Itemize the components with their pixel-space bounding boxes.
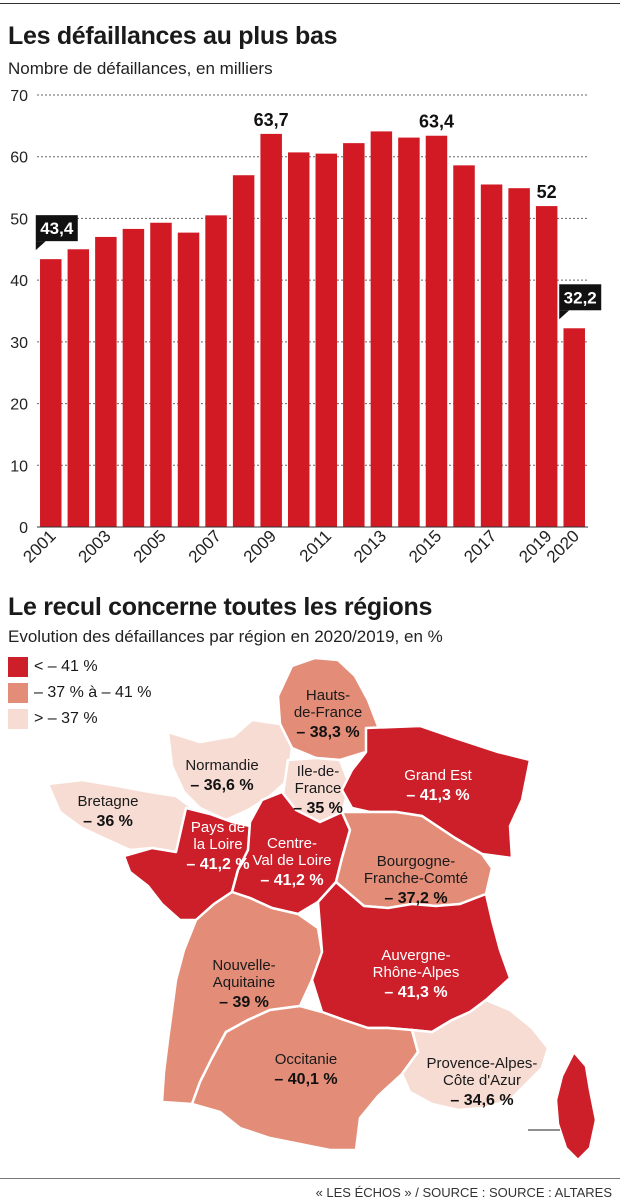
callout-box xyxy=(559,284,602,311)
y-tick-label: 50 xyxy=(10,211,28,228)
bar-chart-subtitle: Nombre de défaillances, en milliers xyxy=(8,59,273,78)
region-name-label: de-France xyxy=(294,704,362,721)
region-normandie xyxy=(166,718,294,822)
bar-2003 xyxy=(95,236,117,527)
region-name-label: Auvergne- xyxy=(381,947,450,964)
y-tick-label: 70 xyxy=(10,88,28,105)
region-value-label: – 39 % xyxy=(219,994,269,1011)
bar-2014 xyxy=(398,137,420,527)
region-value-label: – 41,3 % xyxy=(406,787,469,804)
top-rule xyxy=(0,3,620,4)
y-tick-label: 40 xyxy=(10,273,28,290)
region-provence-alpes-cote-d-azur xyxy=(400,998,550,1112)
region-name-label: Pays de xyxy=(191,819,245,836)
region-name-label: Val de Loire xyxy=(253,852,332,869)
france-region-map: Hauts-de-France – 38,3 % Normandie – 36,6 %… xyxy=(46,656,598,1162)
bar-value-label: 63,4 xyxy=(419,112,454,132)
legend-label: > – 37 % xyxy=(34,710,98,727)
bar-2005 xyxy=(150,222,172,527)
legend-item-high: < – 41 % xyxy=(8,654,151,680)
legend-label: – 37 % à – 41 % xyxy=(34,684,152,701)
bar-2015 xyxy=(425,135,448,527)
bar-2002 xyxy=(67,249,90,528)
bar-2012 xyxy=(343,143,365,527)
bar-2007 xyxy=(205,215,227,528)
region-value-label: – 41,3 % xyxy=(384,984,447,1001)
bar-value-label: 63,7 xyxy=(254,110,289,130)
region-name-label: Franche-Comté xyxy=(364,870,468,887)
region-name-label: Centre- xyxy=(267,835,317,852)
region-value-label: – 38,3 % xyxy=(296,724,359,741)
bar-2011 xyxy=(315,153,338,527)
y-tick-label: 10 xyxy=(10,458,28,475)
region-name-label: Provence-Alpes- xyxy=(427,1055,538,1072)
callout-pointer xyxy=(35,241,46,251)
region-corse xyxy=(554,1050,598,1162)
bar-2016 xyxy=(453,165,475,527)
region-name-label: Corse xyxy=(488,1117,528,1134)
region-name-label: Hauts- xyxy=(306,687,350,704)
region-value-label: – 36 % xyxy=(83,813,133,830)
callout-value-label: 43,4 xyxy=(40,219,74,238)
bar-2018 xyxy=(508,188,530,527)
legend-item-low: > – 37 % xyxy=(8,706,151,732)
callout-value-label: 32,2 xyxy=(564,288,597,307)
footer-rule: « LES ÉCHOS » / SOURCE : SOURCE : ALTARE… xyxy=(0,1178,620,1200)
map-title: Le recul concerne toutes les régions xyxy=(8,593,433,621)
region-value-label: – 34,6 % xyxy=(450,1092,513,1109)
source-credit: « LES ÉCHOS » / SOURCE : SOURCE : ALTARE… xyxy=(315,1185,612,1200)
region-value-label: – 41,2 % xyxy=(260,872,323,889)
bar-2013 xyxy=(370,131,393,527)
bar-value-label: 52 xyxy=(537,182,557,202)
y-tick-label: 30 xyxy=(10,335,28,352)
y-tick-label: 0 xyxy=(19,520,28,537)
region-name-label: Occitanie xyxy=(275,1051,338,1068)
bar-2004 xyxy=(122,228,145,528)
legend-swatch xyxy=(8,683,28,703)
legend-item-mid: – 37 % à – 41 % xyxy=(8,680,151,706)
region-name-label: Bourgogne- xyxy=(377,853,455,870)
callout-pointer xyxy=(559,310,570,320)
map-subtitle: Evolution des défaillances par région en… xyxy=(8,627,443,646)
region-value-label: – 47,5 % xyxy=(476,1137,539,1154)
region-name-label: Rhône-Alpes xyxy=(373,964,460,981)
bar-2019 xyxy=(535,206,558,527)
callout-box xyxy=(35,215,78,242)
bar-2020 xyxy=(563,328,585,527)
legend-label: < – 41 % xyxy=(34,658,98,675)
region-value-label: – 41,2 % xyxy=(186,856,249,873)
bar-chart-title: Les défaillances au plus bas xyxy=(8,22,338,50)
bar-2001 xyxy=(40,259,62,527)
bar-2017 xyxy=(480,184,503,527)
bar-2006 xyxy=(177,232,200,527)
region-value-label: – 35 % xyxy=(293,800,343,817)
region-name-label: Aquitaine xyxy=(213,974,276,991)
region-value-label: – 40,1 % xyxy=(274,1071,337,1088)
bar-2009 xyxy=(260,133,282,527)
bar-2010 xyxy=(287,152,310,527)
region-name-label: Côte d'Azur xyxy=(443,1072,521,1089)
y-tick-label: 60 xyxy=(10,150,28,167)
region-value-label: – 36,6 % xyxy=(190,777,253,794)
region-name-label: Nouvelle- xyxy=(212,957,275,974)
region-value-label: – 37,2 % xyxy=(384,890,447,907)
region-name-label: France xyxy=(295,780,342,797)
region-name-label: Grand Est xyxy=(404,767,472,784)
bar-2008 xyxy=(232,175,255,527)
map-legend: < – 41 % – 37 % à – 41 % > – 37 % xyxy=(8,654,151,732)
region-name-label: Normandie xyxy=(185,757,258,774)
region-name-label: la Loire xyxy=(193,836,242,853)
region-name-label: Bretagne xyxy=(78,793,139,810)
legend-swatch xyxy=(8,709,28,729)
region-name-label: Ile-de- xyxy=(297,763,340,780)
y-tick-label: 20 xyxy=(10,397,28,414)
legend-swatch xyxy=(8,657,28,677)
